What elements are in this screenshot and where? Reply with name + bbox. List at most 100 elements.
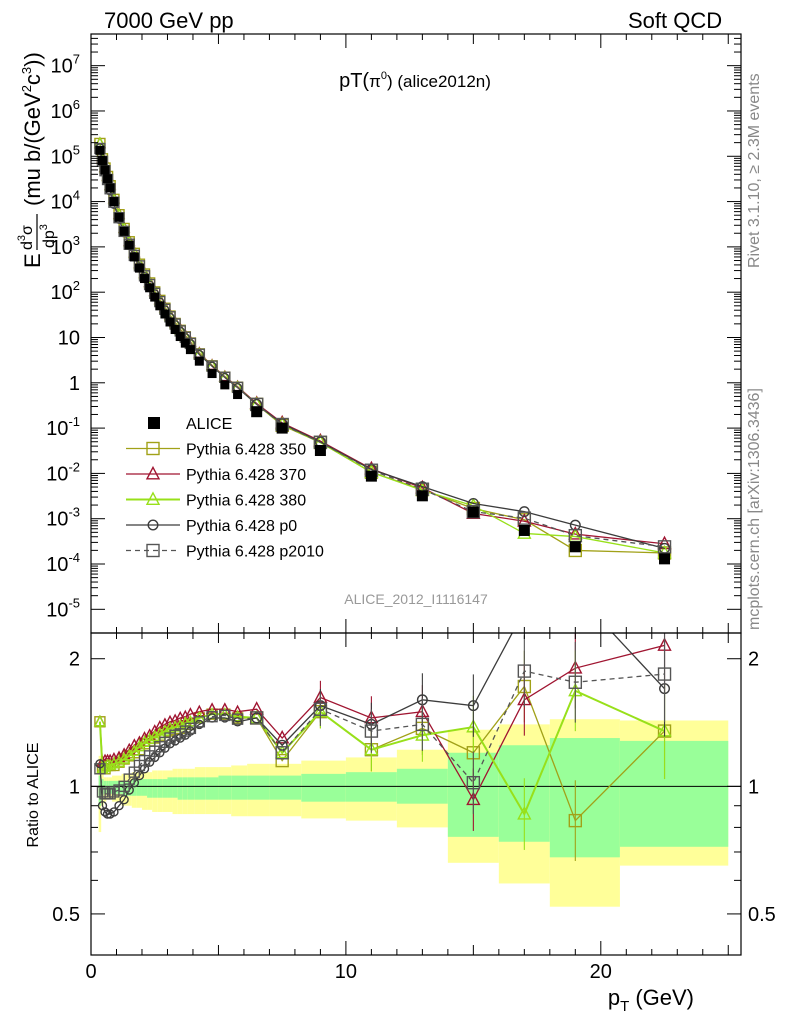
energy-label: 7000 GeV pp [104, 8, 234, 33]
stat-band [269, 775, 302, 800]
alice-data-point [145, 283, 155, 293]
legend-item: Pythia 6.428 p2010 [126, 544, 324, 561]
series-380-ratio-point [93, 714, 107, 727]
x-axis-label: pT (GeV) [608, 985, 694, 1015]
alice-data-point [569, 541, 581, 553]
y-tick-label: 106 [51, 97, 80, 123]
alice-data-point [207, 369, 217, 379]
series-p0-ratio-point [220, 713, 230, 723]
series-p2010-point [118, 225, 130, 238]
alice-data-point [134, 263, 144, 273]
alice-data-point [105, 183, 115, 193]
stat-band [152, 779, 158, 798]
series-350-line-top [99, 143, 665, 554]
series-380-ratio-point [112, 755, 126, 767]
ratio-y-tick-label: 0.5 [52, 904, 80, 926]
alice-data-point [518, 524, 530, 536]
series-370-ratio-point [275, 729, 290, 744]
watermark-label: ALICE_2012_I1116147 [344, 591, 488, 607]
y-tick-label: 10-2 [46, 459, 80, 485]
alice-data-point [150, 292, 160, 302]
alice-data-point [97, 156, 107, 166]
series-p2010-ratio-point [568, 675, 583, 689]
series-370-ratio-point [158, 717, 172, 730]
alice-data-point [659, 553, 671, 565]
series-p0-ratio-point [109, 807, 119, 817]
stat-band [172, 777, 178, 798]
ratio-y-tick-label-right: 0.5 [748, 904, 776, 926]
ratio-axis-label: Ratio to ALICE [25, 743, 42, 848]
legend-item: Pythia 6.428 380 [126, 491, 306, 510]
series-370-ratio-point [153, 720, 166, 732]
legend-label: Pythia 6.428 370 [186, 467, 306, 484]
legend-marker [146, 441, 160, 456]
alice-data-point [170, 325, 180, 335]
legend-label: Pythia 6.428 350 [186, 442, 306, 459]
legend-label: Pythia 6.428 380 [186, 493, 306, 510]
series-p2010-point [657, 540, 672, 554]
series-p2010-ratio-point [94, 763, 106, 775]
series-p2010-ratio-point [657, 667, 672, 681]
stat-band [218, 775, 232, 800]
alice-data-point [220, 380, 230, 390]
legend-label: Pythia 6.428 p0 [186, 518, 297, 535]
y-tick-label: 103 [51, 233, 80, 259]
chart-title: pT(π0) (alice2012n) [339, 70, 491, 92]
category-label: Soft QCD [628, 8, 723, 33]
legend-item: ALICE [148, 416, 232, 433]
alice-data-point [160, 309, 170, 319]
alice-data-point [100, 165, 110, 175]
y-tick-label: 10-5 [46, 595, 80, 621]
alice-data-point [251, 406, 263, 418]
svg-text:d3σ: d3σ [16, 225, 36, 250]
series-370-ratio-point [148, 724, 161, 736]
series-p2010-ratio-point [275, 746, 289, 760]
alice-data-point [175, 332, 185, 342]
alice-data-point [416, 490, 428, 502]
ratio-y-tick-label: 1 [69, 776, 80, 798]
series-p2010-ratio-point [415, 717, 430, 732]
series-p2010-line-ratio [99, 670, 665, 795]
series-350-ratio-point [568, 813, 583, 828]
legend-label: ALICE [186, 416, 232, 433]
series-370-ratio-point [193, 704, 206, 717]
series-380-ratio-point [231, 709, 244, 722]
stat-band [136, 779, 142, 796]
alice-data-point [95, 145, 105, 155]
alice-data-point [185, 345, 195, 355]
series-p2010-ratio-point [219, 709, 231, 722]
legend-marker [148, 417, 160, 429]
rivet-version-label: Rivet 3.1.10, ≥ 2.3M events [746, 73, 763, 268]
alice-data-point [314, 445, 326, 457]
series-p2010-point [113, 211, 125, 224]
x-tick-label: 0 [85, 961, 96, 983]
y-tick-label: 102 [51, 278, 80, 304]
series-380-ratio-point [517, 805, 532, 820]
series-p2010-ratio-point [231, 713, 244, 725]
series-p2010-ratio-point [206, 710, 218, 723]
series-380-ratio-point [148, 729, 161, 742]
series-370-point [657, 535, 672, 550]
stat-band [187, 777, 195, 800]
stat-band [177, 777, 183, 800]
series-370-ratio-point [179, 709, 192, 722]
alice-data-point [155, 301, 165, 311]
stat-band [231, 775, 248, 800]
series-p2010-ratio-point [184, 722, 197, 735]
alice-data-point [467, 506, 479, 518]
y-tick-label: 105 [51, 142, 80, 168]
series-p0-ratio-point [100, 807, 110, 817]
series-p2010-ratio-point [249, 711, 264, 725]
alice-data-point [233, 390, 243, 400]
series-370-ratio-point [184, 707, 197, 719]
legend-item: Pythia 6.428 p0 [126, 518, 297, 535]
series-p0-line-top [99, 147, 665, 550]
series-370-ratio-point [128, 738, 141, 750]
series-p2010-ratio-point [193, 716, 206, 728]
y-tick-label: 104 [51, 188, 80, 214]
stat-band [619, 740, 729, 847]
series-p0-ratio-point [102, 809, 113, 819]
legend-marker [146, 543, 160, 558]
stat-band [549, 738, 620, 858]
series-p2010-ratio-point [517, 664, 532, 678]
